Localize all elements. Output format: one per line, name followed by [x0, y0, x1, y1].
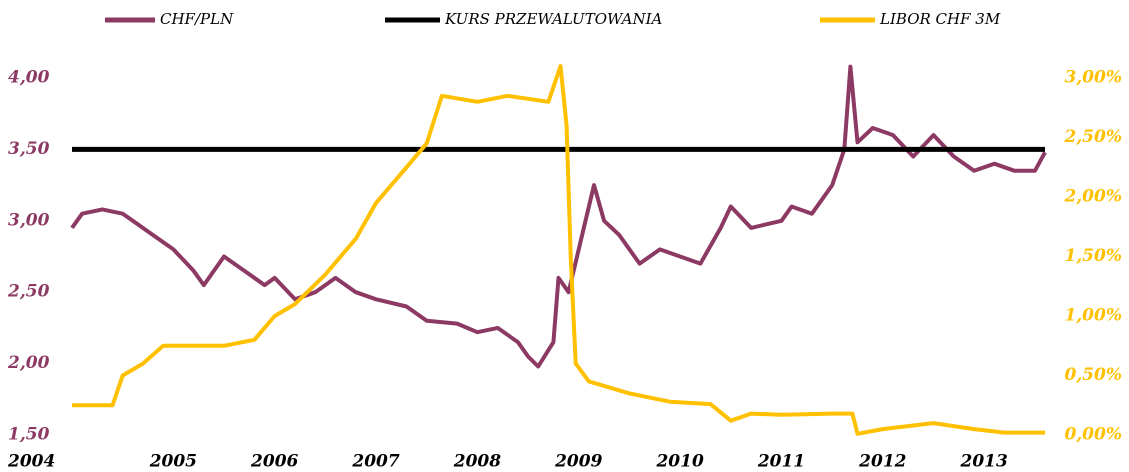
- x-tick-label: 2009: [554, 452, 602, 472]
- x-tick-label: 2011: [757, 452, 805, 472]
- y2-tick-label: 0,50%: [1064, 365, 1122, 385]
- x-tick-label: 2006: [250, 452, 298, 472]
- series-line: [72, 64, 1045, 436]
- y2-tick-label: 1,50%: [1064, 246, 1122, 266]
- x-tick-label: 2007: [351, 452, 399, 472]
- y2-tick-label: 3,00%: [1064, 68, 1122, 88]
- y2-tick-label: 2,50%: [1063, 127, 1122, 147]
- y2-tick-label: 2,00%: [1063, 187, 1122, 207]
- legend-label: KURS PRZEWALUTOWANIA: [444, 10, 663, 28]
- x-tick-label: 2012: [858, 452, 906, 472]
- y2-tick-label: 0,00%: [1064, 425, 1122, 445]
- series-line: [70, 64, 1047, 369]
- y-tick-label: 2,00: [7, 353, 50, 373]
- x-tick-label: 2008: [453, 452, 501, 472]
- y-tick-label: 4,00: [8, 68, 50, 88]
- y2-tick-label: 1,00%: [1064, 306, 1122, 326]
- legend-label: LIBOR CHF 3M: [879, 10, 1001, 28]
- x-tick-label: 2013: [960, 452, 1008, 472]
- legend-label: CHF/PLN: [160, 10, 234, 28]
- x-tick-label: 2004: [7, 452, 55, 472]
- x-tick-label: 2005: [149, 452, 197, 472]
- y-tick-label: 3,00: [8, 210, 50, 230]
- y-tick-label: 1,50: [8, 425, 50, 445]
- x-tick-label: 2010: [655, 452, 703, 472]
- y-tick-label: 2,50: [7, 282, 50, 302]
- y-tick-label: 3,50: [8, 139, 50, 159]
